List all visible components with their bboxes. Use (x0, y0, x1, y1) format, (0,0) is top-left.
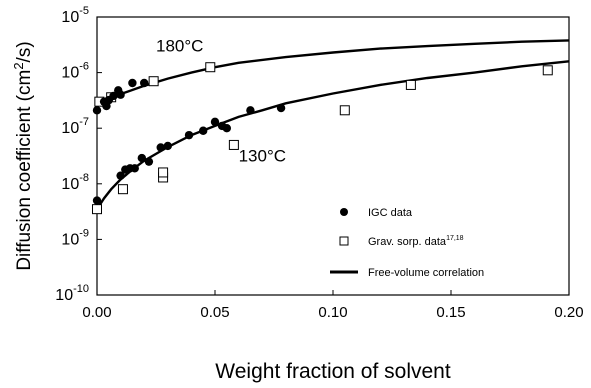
igc-data-point (184, 130, 194, 140)
igc-data-point (140, 78, 149, 88)
legend-fv-label: Free-volume correlation (368, 267, 484, 279)
legend-grav-label: Grav. sorp. data17,18 (368, 235, 464, 248)
igc-data-point (109, 91, 118, 101)
grav-data-point (205, 62, 216, 73)
igc-data-point (116, 171, 125, 180)
igc-data-point (210, 117, 220, 127)
temperature-label: 130°C (239, 147, 286, 166)
grav-data-point (405, 79, 416, 90)
data-points (92, 62, 553, 215)
x-tick-label: 0.15 (436, 304, 465, 321)
igc-data-point (128, 78, 137, 88)
grav-data-point (92, 204, 102, 215)
grav-data-point (158, 167, 169, 178)
igc-data-point (246, 106, 255, 115)
temperature-label: 180°C (156, 36, 203, 55)
igc-data-point (116, 90, 125, 99)
y-axis-label: Diffusion coefficient (cm2/s) (11, 41, 35, 270)
igc-data-point (156, 143, 165, 152)
y-tick-label: 10-10 (55, 283, 89, 304)
curve-annotations: 180°C 130°C (156, 36, 286, 165)
igc-data-point (144, 157, 154, 166)
free-volume-curves (95, 39, 570, 210)
x-axis-label: Weight fraction of solvent (215, 360, 451, 383)
plot-frame (96, 16, 570, 296)
free-volume-curve (95, 60, 570, 210)
grav-data-point (117, 184, 128, 195)
grav-data-point (542, 65, 553, 76)
grav-data-point (228, 139, 239, 150)
igc-data-point (276, 103, 286, 113)
x-tick-label: 0.05 (200, 304, 229, 321)
x-tick-label: 0.10 (318, 304, 347, 321)
grav-data-point (148, 76, 159, 87)
y-tick-label: 10-9 (61, 227, 89, 248)
legend-grav-marker (339, 236, 349, 246)
igc-data-point (92, 196, 102, 205)
legend: IGC data Grav. sorp. data17,18 Free-volu… (330, 207, 484, 279)
igc-data-point (130, 164, 139, 173)
legend-igc-marker (340, 208, 348, 216)
y-tick-label: 10-6 (61, 61, 89, 82)
grav-data-point (339, 105, 350, 116)
x-tick-label: 0.20 (554, 304, 583, 321)
igc-data-point (222, 124, 231, 133)
y-tick-label: 10-8 (61, 172, 89, 193)
legend-igc-label: IGC data (368, 207, 413, 219)
axis-ticks: 0.00 0.05 0.10 0.15 0.20 10-10 10-9 10-8 10-7 10-… (55, 5, 583, 321)
igc-data-point (163, 141, 172, 151)
igc-data-point (92, 106, 102, 115)
y-tick-label: 10-7 (61, 116, 89, 137)
x-tick-label: 0.00 (82, 304, 111, 321)
igc-data-point (137, 153, 147, 163)
y-tick-label: 10-5 (61, 5, 89, 26)
free-volume-curve (96, 39, 570, 105)
igc-data-point (199, 126, 208, 135)
